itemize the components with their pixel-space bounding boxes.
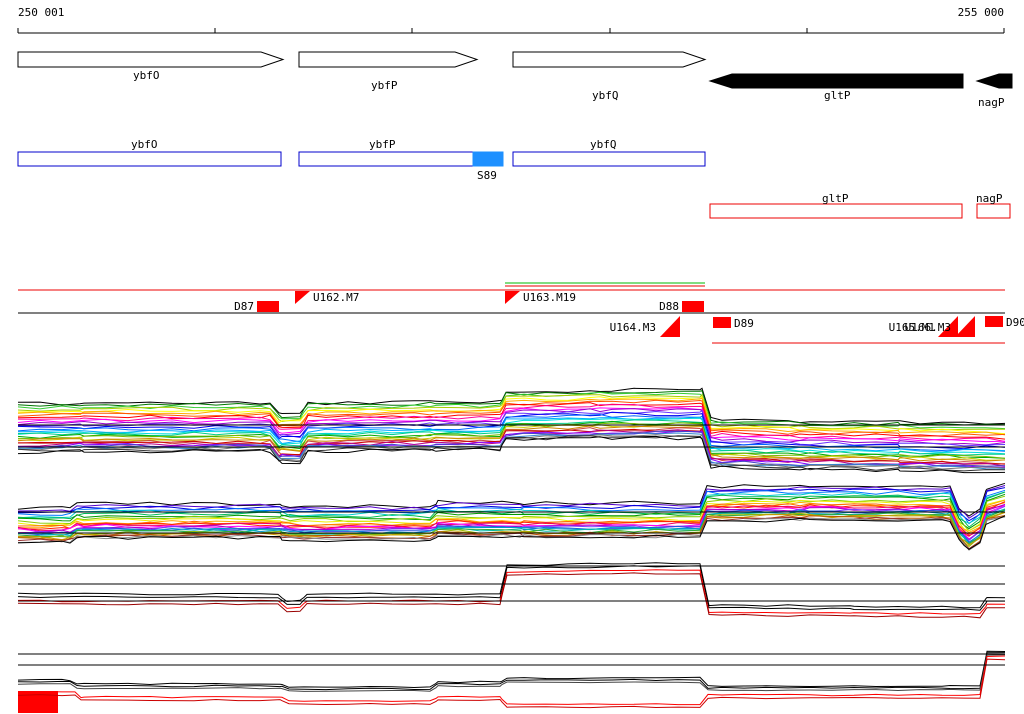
marker-U162.M7[interactable] — [295, 291, 310, 304]
marker-D87[interactable] — [257, 301, 279, 312]
gene-box-label-ybfQ: ybfQ — [590, 138, 617, 151]
gene-box-label-ybfO: ybfO — [131, 138, 158, 151]
signal-line — [17, 397, 1006, 436]
marker-label-U162.M7: U162.M7 — [313, 291, 359, 304]
gene-arrow-label-gltP: gltP — [824, 89, 851, 102]
signal-line — [17, 501, 1006, 537]
ruler-end-label: 255 000 — [958, 6, 1004, 19]
marker-label-U165.M1: U165.M1 — [889, 321, 935, 334]
signal-line — [17, 419, 1006, 456]
segment-S89[interactable] — [472, 151, 504, 167]
ruler-start-label: 250 001 — [18, 6, 64, 19]
signal-line — [17, 482, 1006, 517]
signal-line — [18, 655, 1006, 706]
marker-label-D88: D88 — [659, 300, 679, 313]
signal-line — [17, 403, 1006, 442]
expression-panel-4 — [17, 650, 1006, 713]
marker-U165.M1[interactable] — [938, 316, 958, 337]
gene-arrow-ybfQ[interactable] — [512, 51, 707, 68]
marker-D88[interactable] — [682, 301, 704, 312]
marker-label-D90: D90 — [1006, 316, 1024, 329]
signal-line — [17, 489, 1006, 525]
marker-U163.M19[interactable] — [505, 291, 520, 304]
signal-line — [17, 491, 1006, 528]
gene-arrow-label-ybfP: ybfP — [371, 79, 398, 92]
gene-arrow-ybfO[interactable] — [17, 51, 285, 68]
marker-label-U163.M19: U163.M19 — [523, 291, 576, 304]
signal-line — [17, 407, 1006, 443]
marker-label-U166.M3: U166.M3 — [905, 321, 951, 334]
signal-line — [17, 572, 1005, 619]
gene-arrow-gltP[interactable] — [708, 73, 964, 89]
gene-box-nagP[interactable] — [976, 203, 1011, 219]
gene-arrow-label-ybfO: ybfO — [133, 69, 160, 82]
signal-line — [17, 487, 1006, 522]
gene-box-ybfQ[interactable] — [512, 151, 706, 167]
signal-panels — [17, 387, 1006, 713]
gene-arrow-nagP[interactable] — [975, 73, 1013, 89]
signal-line — [17, 654, 1006, 692]
signal-line — [17, 499, 1006, 532]
marker-label-D87: D87 — [234, 300, 254, 313]
signal-line — [17, 652, 1006, 691]
signal-line — [17, 435, 1006, 474]
signal-line — [17, 569, 1006, 615]
ruler-marks — [17, 28, 1005, 34]
marker-D90[interactable] — [985, 316, 1003, 327]
expression-panel-2 — [17, 482, 1006, 551]
signal-line — [17, 650, 1006, 689]
signal-line — [17, 402, 1006, 440]
signal-line — [17, 416, 1006, 453]
marker-label-D89: D89 — [734, 317, 754, 330]
marker-label-U164.M3: U164.M3 — [610, 321, 656, 334]
marker-U166.M3[interactable] — [955, 316, 975, 337]
signal-line — [17, 389, 1006, 426]
gene-box-label-gltP: gltP — [822, 192, 849, 205]
signal-line — [17, 658, 1006, 709]
signal-line — [17, 516, 1006, 550]
signal-line — [17, 515, 1006, 551]
signal-line — [17, 422, 1006, 459]
signal-line — [17, 420, 1006, 459]
expression-panel-1 — [17, 387, 1006, 474]
gene-box-ybfP[interactable] — [298, 151, 504, 167]
gene-arrow-track: ybfO ybfP ybfQ gltP nagP — [17, 51, 1013, 109]
gene-box-gltP[interactable] — [709, 203, 963, 219]
ruler: 250 001 255 000 — [17, 6, 1005, 34]
gene-box-track-secondary: gltP nagP — [709, 192, 1011, 219]
signal-line — [17, 399, 1006, 437]
marker-U164.M3[interactable] — [660, 316, 680, 337]
signal-line — [17, 512, 1006, 546]
expression-panel-3 — [17, 562, 1006, 619]
gene-box-track-primary: ybfO S89 ybfP ybfQ — [17, 138, 706, 182]
signal-block — [18, 691, 58, 713]
signal-line — [17, 425, 1006, 462]
gene-arrow-label-nagP: nagP — [978, 96, 1005, 109]
signal-line — [17, 565, 1006, 611]
signal-line — [17, 562, 1006, 609]
gene-arrow-label-ybfQ: ybfQ — [592, 89, 619, 102]
gene-box-label-nagP: nagP — [976, 192, 1003, 205]
signal-line — [17, 417, 1006, 455]
signal-line — [17, 511, 1006, 548]
marker-D89[interactable] — [713, 317, 731, 328]
gene-arrow-ybfP[interactable] — [298, 51, 479, 68]
segment-label-S89: S89 — [477, 169, 497, 182]
gene-box-ybfO[interactable] — [17, 151, 282, 167]
gene-box-label-ybfP: ybfP — [369, 138, 396, 151]
